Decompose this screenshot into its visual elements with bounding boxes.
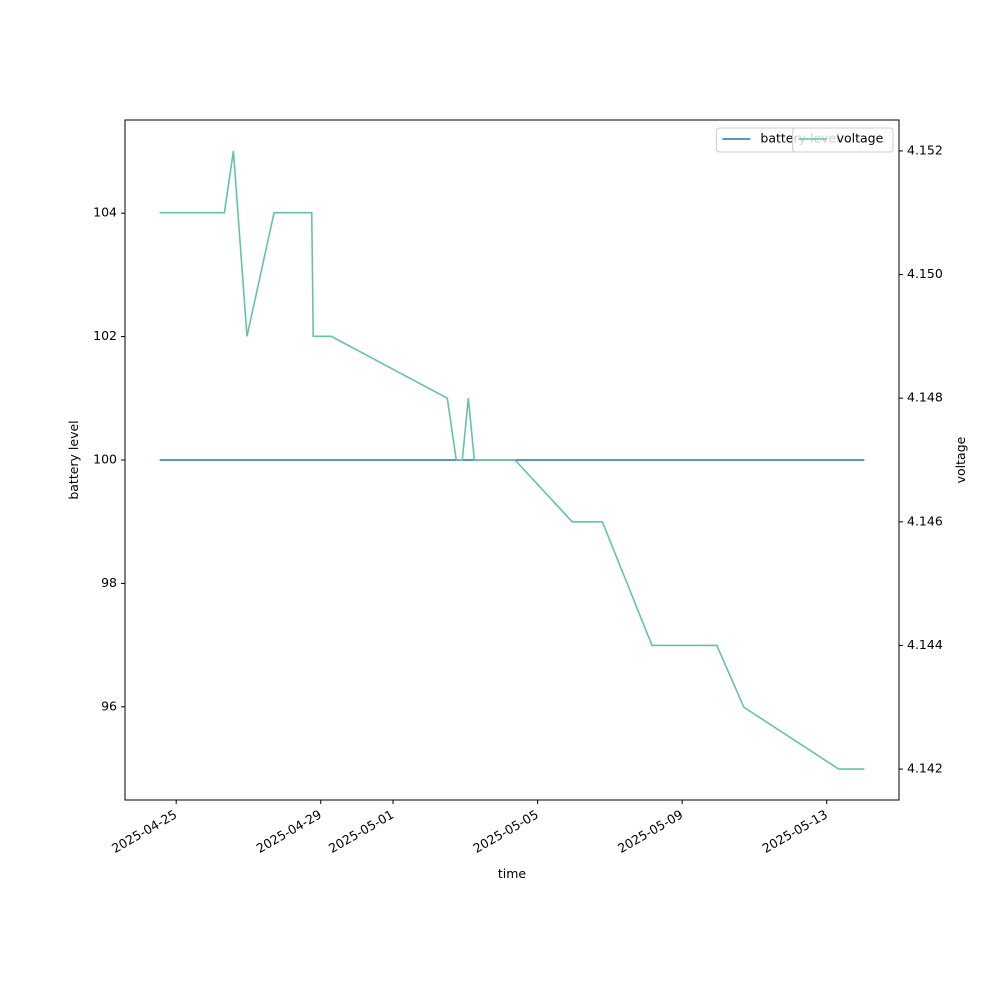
y2-tick-label: 4.144: [907, 637, 943, 652]
series-line: [159, 150, 865, 770]
y-tick-label: 100: [93, 452, 117, 467]
y2-tick-label: 4.146: [907, 513, 943, 528]
x-tick-label: 2025-05-01: [326, 807, 396, 856]
x-tick-label: 2025-05-05: [470, 807, 540, 856]
x-tick-label: 2025-04-29: [254, 807, 324, 856]
x-tick-label: 2025-05-13: [760, 807, 830, 856]
x-tick-label: 2025-04-25: [109, 807, 179, 856]
y2-tick-label: 4.142: [907, 761, 943, 776]
y-tick-label: 102: [93, 328, 117, 343]
y-axis-label: battery level: [66, 420, 81, 499]
legend-box: [792, 127, 894, 153]
y-tick-label: 104: [93, 205, 117, 220]
y-tick-label: 98: [101, 575, 117, 590]
legend-label: voltage: [837, 131, 884, 146]
x-axis-label: time: [498, 866, 527, 881]
y2-tick-label: 4.152: [907, 142, 943, 157]
legend: voltage: [792, 127, 894, 153]
y2-axis-label: voltage: [953, 436, 968, 483]
y2-tick-label: 4.148: [907, 390, 943, 405]
x-tick-label: 2025-05-09: [615, 807, 685, 856]
y2-tick-label: 4.150: [907, 266, 943, 281]
y-tick-label: 96: [101, 698, 117, 713]
